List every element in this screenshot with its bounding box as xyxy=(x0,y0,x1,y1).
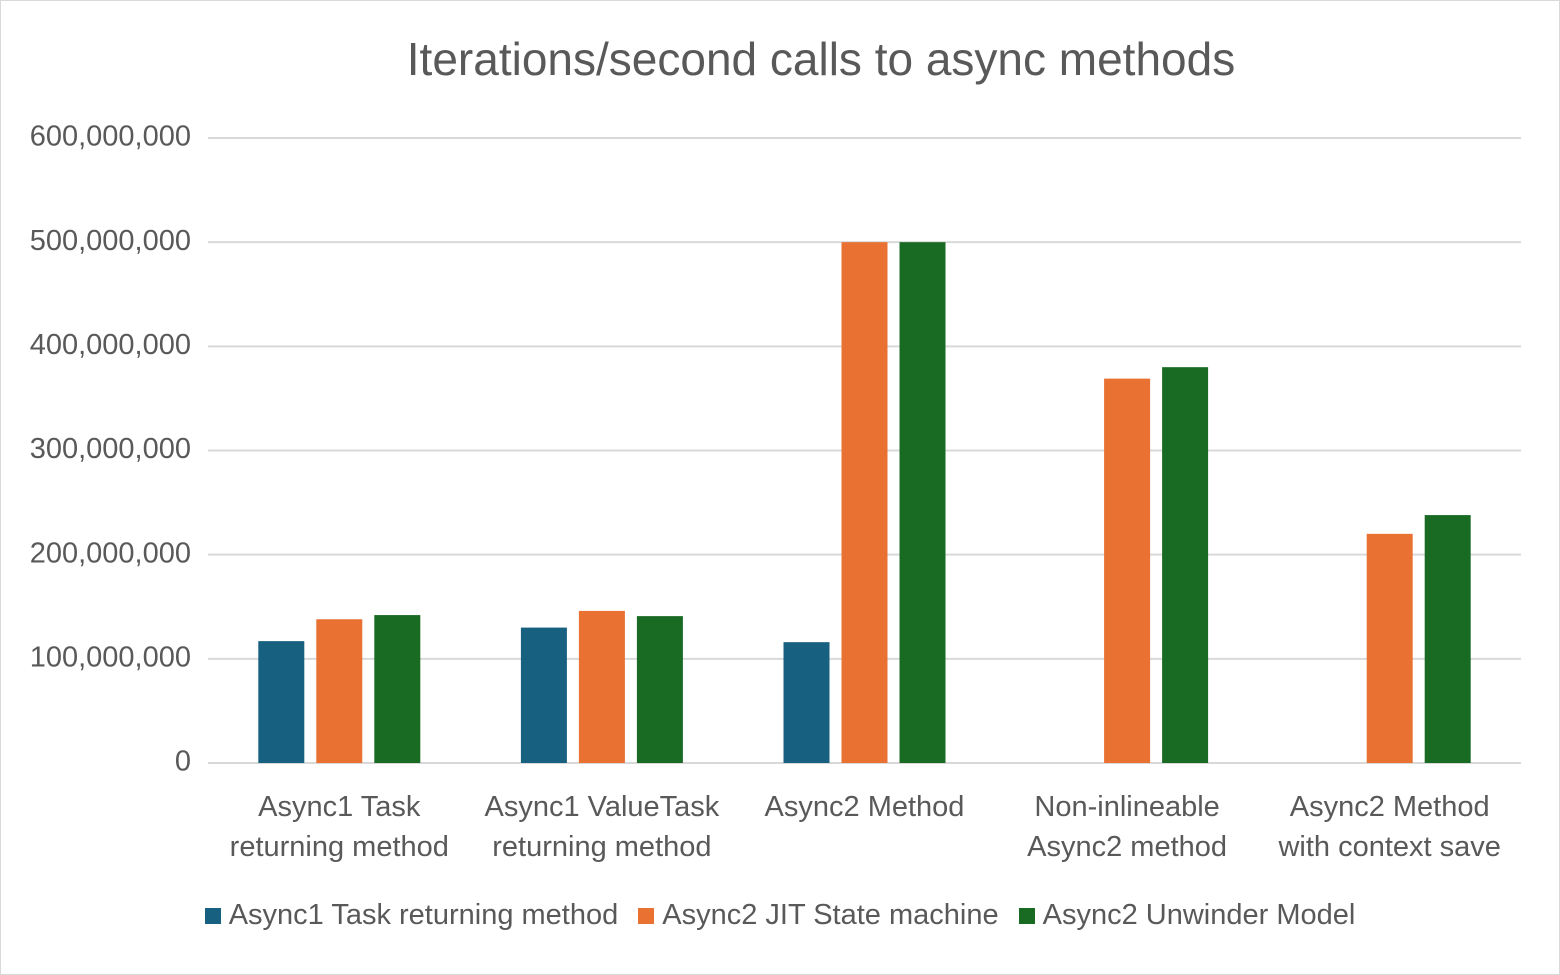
legend-label: Async2 JIT State machine xyxy=(662,899,999,931)
legend-swatch xyxy=(638,907,655,924)
legend-label: Async1 Task returning method xyxy=(228,899,619,931)
y-tick-label: 300,000,000 xyxy=(30,433,191,465)
x-tick-label: Non-inlineable Async2 method xyxy=(1027,791,1228,863)
bar xyxy=(841,242,888,763)
x-tick-label: Async1 ValueTask returning method xyxy=(484,791,720,863)
bar xyxy=(258,641,305,763)
bar xyxy=(1104,378,1151,763)
bar xyxy=(1366,533,1413,763)
legend: Async1 Task returning method Async2 JIT S… xyxy=(1,899,1559,932)
chart-title: Iterations/second calls to async methods xyxy=(407,33,1235,85)
x-tick-label: Async2 Method xyxy=(764,791,965,823)
legend-item: Async2 Unwinder Model xyxy=(1018,899,1356,932)
legend-item: Async2 JIT State machine xyxy=(638,899,999,932)
legend-item: Async1 Task returning method xyxy=(204,899,619,932)
bar xyxy=(316,619,363,763)
y-tick-label: 600,000,000 xyxy=(30,121,191,153)
y-tick-label: 400,000,000 xyxy=(30,329,191,361)
legend-label: Async2 Unwinder Model xyxy=(1042,899,1356,931)
legend-swatch xyxy=(204,907,221,924)
bar xyxy=(578,610,625,763)
x-tick-label: Async1 Task returning method xyxy=(229,791,449,863)
bar xyxy=(374,615,421,763)
x-tick-label: Async2 Method with context save xyxy=(1278,791,1501,863)
y-tick-label: 100,000,000 xyxy=(30,641,191,673)
y-tick-label: 500,000,000 xyxy=(30,225,191,257)
y-tick-label: 200,000,000 xyxy=(30,537,191,569)
bar xyxy=(520,627,567,763)
bar xyxy=(783,642,830,763)
bar xyxy=(636,616,683,763)
bar xyxy=(899,242,946,763)
bar xyxy=(1424,515,1471,763)
y-tick-label: 0 xyxy=(175,746,191,778)
bar xyxy=(1162,367,1209,763)
legend-swatch xyxy=(1018,907,1035,924)
